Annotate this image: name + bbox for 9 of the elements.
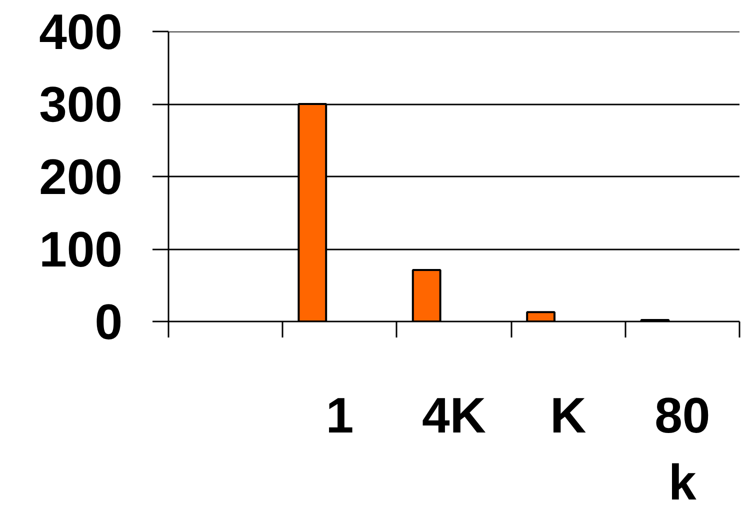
y-tick-label: 100 — [39, 222, 123, 278]
x-tick-label: 80 k — [654, 388, 710, 511]
x-tick-label: K — [550, 388, 586, 444]
y-tick-label: 400 — [39, 4, 123, 60]
y-tick-label: 300 — [39, 76, 123, 132]
y-tick-label: 200 — [39, 149, 123, 205]
x-tick-label: 4K — [422, 388, 486, 444]
x-tick-label: 1 — [326, 388, 354, 444]
y-tick-label: 0 — [94, 294, 123, 350]
